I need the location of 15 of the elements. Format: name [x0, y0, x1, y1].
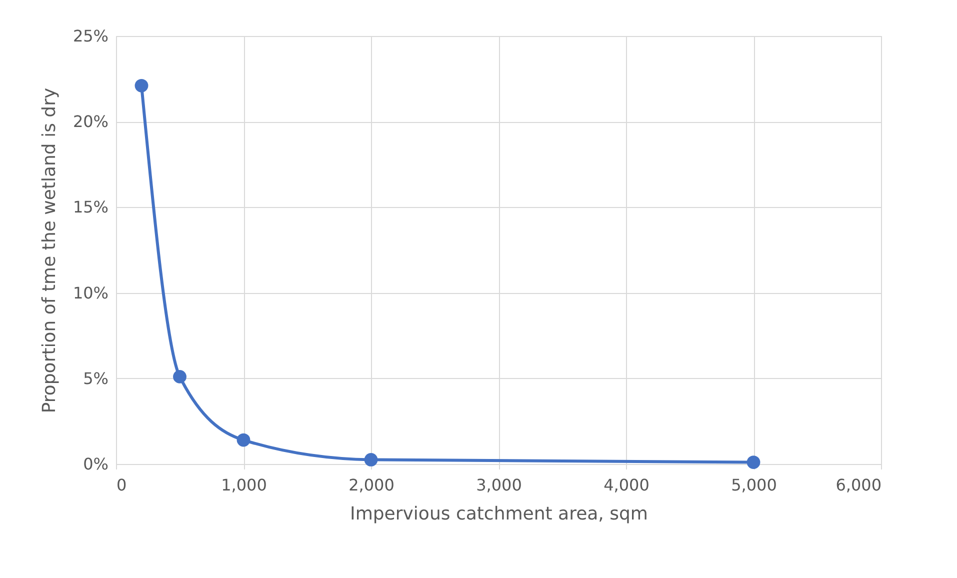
x-tick-label: 3,000: [476, 476, 522, 494]
x-tick-label: 6,000: [836, 476, 882, 494]
y-tick-label: 10%: [72, 283, 108, 302]
x-axis-title: Impervious catchment area, sqm: [350, 504, 648, 524]
y-tick-label: 15%: [72, 198, 108, 217]
x-tick-label: 1,000: [221, 476, 267, 494]
x-tick-label: 0: [116, 476, 127, 494]
x-tick-label: 4,000: [604, 476, 650, 494]
x-tick-label: 2,000: [348, 476, 394, 494]
y-tick-label: 25%: [72, 26, 108, 46]
y-axis-title: Proportion of tme the wetland is dry: [38, 87, 60, 414]
x-tick-label: 5,000: [731, 476, 777, 494]
y-tick-label: 5%: [83, 368, 108, 388]
y-tick-label: 0%: [83, 454, 108, 474]
y-tick-label: 20%: [72, 112, 108, 132]
